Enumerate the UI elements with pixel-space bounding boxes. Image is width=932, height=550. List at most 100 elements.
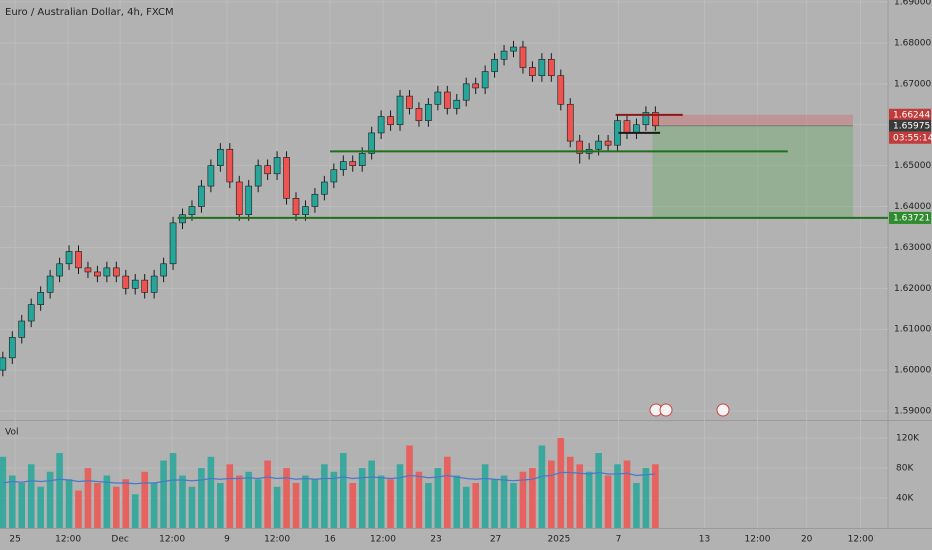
candle-body [576, 140, 584, 154]
event-icon[interactable] [659, 403, 673, 417]
volume-bar [226, 464, 234, 528]
volume-bar [169, 453, 177, 528]
volume-bar [614, 464, 621, 528]
volume-bar [217, 483, 224, 528]
volume-bar [406, 445, 413, 528]
volume-bar [131, 494, 139, 528]
candle-body [472, 83, 480, 89]
candle-body [226, 148, 234, 183]
volume-bar [56, 453, 63, 528]
price-tag [889, 108, 931, 121]
x-tick-label: 12:00 [55, 535, 81, 545]
candle-body [273, 157, 281, 175]
volume-tick-label: 40K [896, 494, 914, 504]
event-icons[interactable] [649, 403, 730, 417]
volume-bar [160, 460, 167, 528]
volume-bar [453, 475, 461, 528]
candle-body [604, 140, 612, 146]
volume-bar [481, 464, 489, 528]
volume-bar [349, 483, 357, 528]
price-tag-label: 1.66244 [893, 110, 930, 120]
volume-bar [510, 483, 517, 528]
volume-bar [444, 456, 451, 528]
volume-bar [245, 471, 253, 528]
candle-body [302, 206, 309, 216]
candle-body [311, 193, 319, 207]
volume-bar [500, 475, 508, 528]
price-tag-label: 03:55:14 [893, 133, 932, 143]
y-tick-label: 1.65000 [894, 161, 931, 171]
volume-bar [94, 483, 101, 528]
candle-body [396, 95, 404, 126]
volume-bar [179, 475, 186, 528]
volume-bar [321, 464, 328, 528]
volume-bar [302, 475, 309, 528]
volume-bar [633, 483, 640, 528]
event-icon[interactable] [716, 403, 730, 417]
price-tag-label: 1.63721 [893, 213, 930, 223]
candle-body [292, 198, 300, 216]
candle-body [235, 181, 243, 216]
volume-bar [576, 464, 584, 528]
y-tick-label: 1.68000 [894, 38, 931, 48]
volume-bar [491, 479, 498, 528]
volume-bar [37, 486, 44, 528]
x-tick-label: 12:00 [159, 535, 185, 545]
candle-body [169, 222, 177, 265]
volume-bar [548, 460, 555, 528]
candle-body [557, 75, 565, 105]
volume-label: Vol [5, 428, 18, 438]
candle-body [131, 279, 139, 289]
volume-bar [519, 471, 527, 528]
x-tick-label: Dec [111, 535, 128, 545]
candle-body [415, 108, 423, 121]
candle-body [529, 67, 536, 76]
candle-body [566, 103, 574, 142]
volume-bar [377, 475, 385, 528]
x-tick-label: 16 [324, 535, 336, 545]
volume-bar [472, 483, 479, 528]
candle-body [37, 292, 44, 305]
candle-body [207, 165, 215, 187]
candle-body [264, 165, 271, 175]
volume-bar [557, 438, 565, 528]
candle-body [283, 157, 290, 199]
candle-body [56, 263, 63, 277]
volume-bar [254, 479, 262, 528]
candle-body [595, 140, 602, 150]
price-tag-label: 1.65975 [893, 121, 930, 131]
x-tick-label: 20 [801, 535, 813, 545]
volume-bar [595, 453, 602, 528]
candle-body [481, 71, 489, 89]
candle-body [642, 112, 650, 126]
volume-bar [358, 468, 366, 528]
candle-body [18, 320, 26, 338]
y-tick-label: 1.59000 [894, 407, 931, 417]
plot [0, 40, 888, 528]
x-tick-label: 7 [616, 535, 622, 545]
candle-body [358, 153, 366, 166]
volume-bar [585, 471, 593, 528]
volume-bar [387, 479, 394, 528]
volume-bar [623, 460, 631, 528]
y-tick-label: 1.61000 [894, 325, 931, 335]
candle-body [84, 267, 92, 273]
volume-bar [566, 456, 574, 528]
volume-bar [198, 468, 205, 528]
volume-bar [425, 483, 432, 528]
volume-bar [462, 486, 470, 528]
volume-ma-line [2, 471, 656, 485]
candle-body [623, 120, 631, 134]
candle-body [652, 112, 659, 127]
candle-body [8, 337, 16, 359]
candle-body [443, 91, 451, 109]
candle-body [462, 83, 470, 101]
price-tag [889, 119, 931, 132]
candle-body [217, 148, 224, 166]
candle-body [519, 46, 527, 68]
volume-bar [642, 468, 650, 528]
candle-body [349, 161, 357, 166]
y-tick-label: 1.63000 [894, 243, 931, 253]
candle-body [0, 357, 7, 371]
